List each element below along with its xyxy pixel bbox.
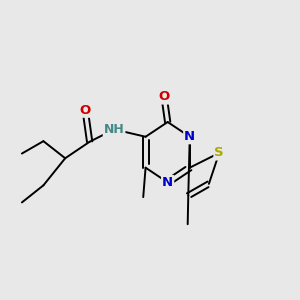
Text: S: S [214, 146, 224, 159]
Text: O: O [158, 91, 170, 103]
Text: N: N [162, 176, 173, 189]
Text: N: N [184, 130, 195, 143]
Text: NH: NH [104, 123, 124, 136]
Text: O: O [80, 104, 91, 117]
